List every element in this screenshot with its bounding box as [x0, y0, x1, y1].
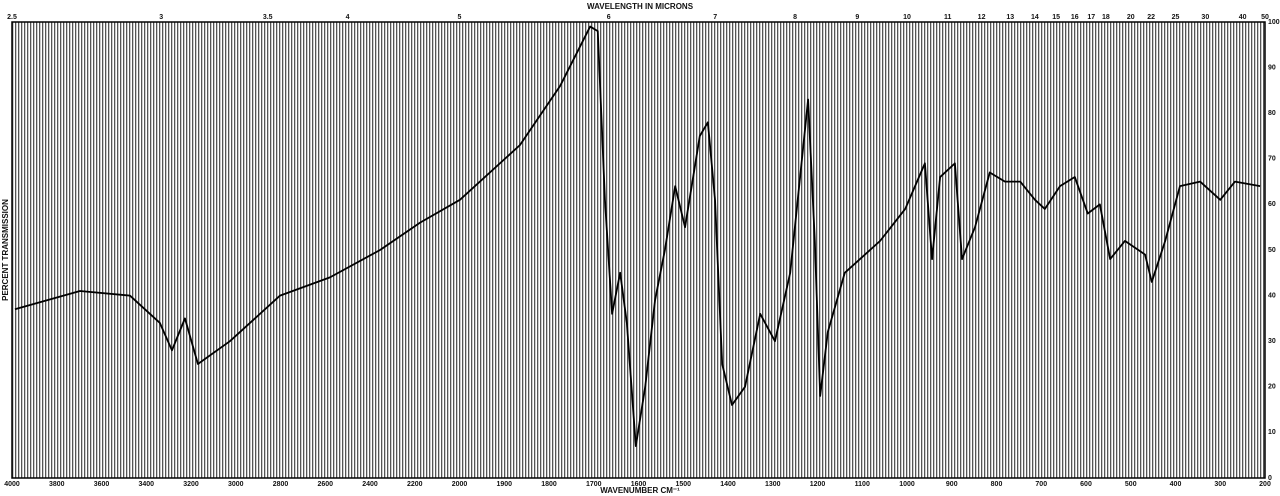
x2-tick-label: 16: [1071, 14, 1079, 21]
x2-tick-label: 25: [1172, 14, 1180, 21]
x2-tick-label: 20: [1127, 14, 1135, 21]
x-tick-label: 2200: [407, 481, 423, 488]
x2-tick-label: 13: [1006, 14, 1014, 21]
x-tick-label: 1100: [855, 481, 870, 488]
x-tick-label: 3400: [138, 481, 154, 488]
x2-tick-label: 40: [1239, 14, 1247, 21]
x2-tick-label: 4: [346, 14, 350, 21]
x-tick-label: 3200: [183, 481, 199, 488]
x-tick-label: 900: [946, 481, 958, 488]
x-tick-label: 500: [1125, 481, 1137, 488]
x-tick-label: 300: [1214, 481, 1226, 488]
x2-tick-label: 14: [1031, 14, 1039, 21]
x2-tick-label: 17: [1087, 14, 1095, 21]
x-tick-label: 1200: [810, 481, 826, 488]
x-axis-label: WAVENUMBER CM⁻¹: [600, 486, 680, 495]
x2-tick-label: 22: [1147, 14, 1155, 21]
x-tick-label: 700: [1035, 481, 1047, 488]
x-tick-label: 1400: [720, 481, 736, 488]
x2-tick-label: 15: [1052, 14, 1060, 21]
x2-tick-label: 2.5: [7, 14, 17, 21]
x2-tick-label: 7: [713, 14, 717, 21]
x2-tick-label: 5: [458, 14, 462, 21]
y-tick-label: 0: [1268, 475, 1272, 482]
y-tick-label: 20: [1268, 384, 1276, 391]
x-tick-label: 400: [1170, 481, 1182, 488]
x-tick-label: 1900: [496, 481, 512, 488]
x-tick-label: 600: [1080, 481, 1092, 488]
x-tick-label: 3800: [49, 481, 65, 488]
x2-tick-label: 6: [607, 14, 611, 21]
x2-tick-label: 3.5: [263, 14, 273, 21]
x2-tick-label: 12: [978, 14, 986, 21]
y-tick-label: 40: [1268, 292, 1276, 299]
x-tick-label: 2000: [452, 481, 468, 488]
y-tick-label: 100: [1268, 19, 1280, 26]
x-tick-label: 3600: [94, 481, 110, 488]
x-tick-label: 3000: [228, 481, 244, 488]
y-tick-label: 60: [1268, 201, 1276, 208]
x-tick-label: 1600: [631, 481, 647, 488]
x2-tick-label: 11: [944, 14, 952, 21]
y-tick-label: 30: [1268, 338, 1276, 345]
x-tick-label: 2600: [317, 481, 333, 488]
plot-area: [11, 21, 1266, 479]
x2-tick-label: 50: [1261, 14, 1269, 21]
spectrum-line: [14, 25, 1261, 447]
x-tick-label: 200: [1259, 481, 1271, 488]
x-tick-label: 4000: [4, 481, 20, 488]
x2-tick-label: 18: [1102, 14, 1110, 21]
y-tick-label: 70: [1268, 156, 1276, 163]
x-tick-label: 1800: [541, 481, 557, 488]
x-tick-label: 1700: [586, 481, 602, 488]
x-tick-label: 2800: [273, 481, 289, 488]
y-tick-label: 90: [1268, 64, 1276, 71]
y-tick-label: 50: [1268, 247, 1276, 254]
x2-tick-label: 30: [1201, 14, 1209, 21]
chart-title: WAVELENGTH IN MICRONS: [587, 2, 694, 11]
x2-tick-label: 8: [793, 14, 797, 21]
y-tick-label: 80: [1268, 110, 1276, 117]
x-tick-label: 2400: [362, 481, 378, 488]
x-tick-label: 1300: [765, 481, 781, 488]
y-tick-label: 10: [1268, 429, 1276, 436]
y-axis-label: PERCENT TRANSMISSION: [1, 199, 10, 301]
x-tick-label: 1500: [675, 481, 691, 488]
x2-tick-label: 9: [855, 14, 859, 21]
x2-tick-label: 10: [903, 14, 911, 21]
x-tick-label: 800: [991, 481, 1003, 488]
x2-tick-label: 3: [159, 14, 163, 21]
x-tick-label: 1000: [899, 481, 915, 488]
